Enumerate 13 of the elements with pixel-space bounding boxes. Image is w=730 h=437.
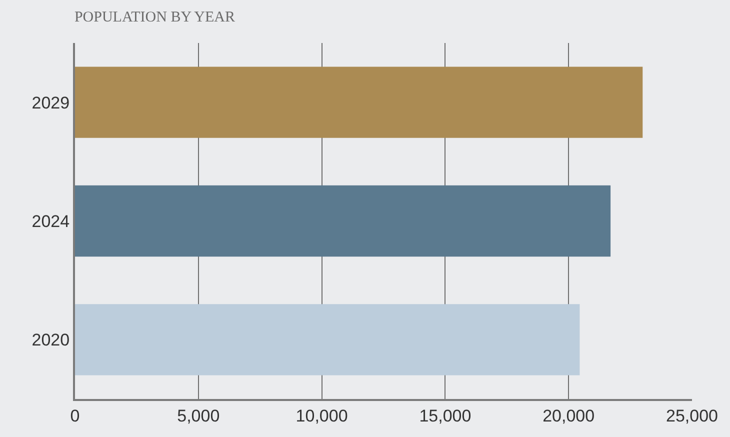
x-tick-label: 15,000: [419, 406, 472, 426]
bar: [75, 185, 611, 257]
x-tick-label: 5,000: [177, 406, 220, 426]
x-tick-label: 25,000: [666, 406, 718, 426]
y-tick-label: 2020: [32, 330, 70, 350]
bar: [75, 304, 580, 376]
x-tick-label: 0: [70, 406, 80, 426]
y-tick-label: 2024: [32, 212, 70, 231]
chart-title: POPULATION BY YEAR: [74, 9, 236, 26]
x-tick-label: 20,000: [542, 406, 595, 426]
y-tick-label: 2029: [32, 93, 70, 112]
bar: [75, 66, 643, 138]
x-tick-label: 10,000: [296, 406, 348, 426]
